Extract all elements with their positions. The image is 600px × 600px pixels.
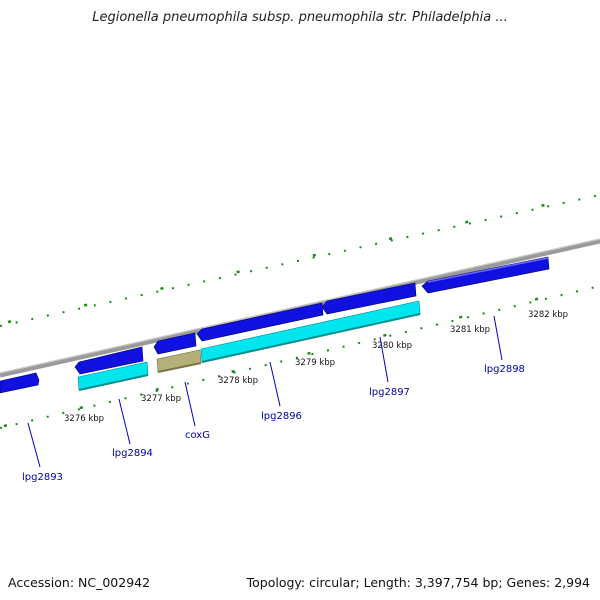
forward-genes[interactable]	[0, 256, 550, 394]
leader-lpg2893	[27, 422, 41, 468]
gene-lpg2894-arrow[interactable]	[74, 346, 144, 375]
reverse-genes[interactable]	[77, 300, 421, 391]
accession-text: Accession: NC_002942	[8, 575, 151, 590]
gene-lpg2893-arrow[interactable]	[0, 372, 40, 394]
gene-label-coxG[interactable]: coxG	[185, 430, 210, 441]
block-shadow	[201, 313, 421, 363]
gene-labels[interactable]: lpg2893 lpg2894 coxG lpg2896 lpg2897 lpg…	[22, 364, 525, 483]
tick-label-3281: 3281 kbp	[450, 325, 490, 335]
tick-label-3278: 3278 kbp	[218, 376, 258, 386]
gene-leader-lines	[27, 315, 503, 468]
inner-ring-minor-ticks	[0, 285, 600, 429]
block-shadow	[157, 362, 202, 373]
leader-coxG	[184, 381, 196, 427]
gene-label-lpg2894[interactable]: lpg2894	[112, 448, 153, 459]
gene-coxG-block[interactable]	[156, 349, 202, 373]
scale-labels: 3276 kbp 3277 kbp 3278 kbp 3279 kbp 3280…	[64, 310, 568, 424]
leader-lpg2897	[379, 336, 389, 383]
gene-label-lpg2897[interactable]: lpg2897	[369, 387, 410, 398]
backbone	[0, 238, 600, 378]
leader-lpg2894	[118, 398, 131, 445]
leader-lpg2896	[269, 361, 281, 407]
gene-lpg2896-arrow[interactable]	[196, 302, 324, 342]
tick-label-3282: 3282 kbp	[528, 310, 568, 320]
tick-label-3277: 3277 kbp	[141, 394, 181, 404]
gene-lpg2897-arrow[interactable]	[321, 282, 417, 315]
outer-ring-major-ticks	[7, 191, 600, 324]
backbone-highlight	[0, 238, 600, 374]
gene-coxG-forward-arrow[interactable]	[153, 332, 197, 355]
gene-label-lpg2898[interactable]: lpg2898	[484, 364, 525, 375]
gene-label-lpg2896[interactable]: lpg2896	[261, 411, 302, 422]
gene-lpg2898-arrow[interactable]	[421, 256, 550, 294]
tick-label-3280: 3280 kbp	[372, 341, 412, 351]
inner-tick-ring	[0, 282, 600, 429]
block-shadow	[78, 374, 149, 391]
tick-label-3276: 3276 kbp	[64, 414, 104, 424]
gene-highlight	[427, 257, 549, 283]
map-title: Legionella pneumophila subsp. pneumophil…	[92, 10, 508, 25]
tick-label-3279: 3279 kbp	[295, 358, 335, 368]
gene-label-lpg2893[interactable]: lpg2893	[22, 472, 63, 483]
topology-summary: Topology: circular; Length: 3,397,754 bp…	[246, 575, 590, 590]
leader-lpg2898	[493, 315, 503, 361]
